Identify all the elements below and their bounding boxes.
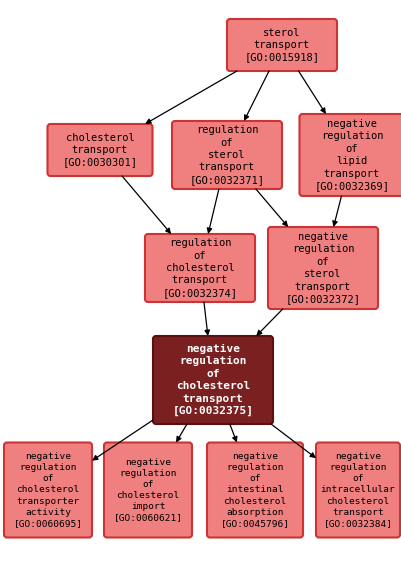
FancyBboxPatch shape: [227, 19, 336, 71]
FancyBboxPatch shape: [4, 443, 92, 538]
Text: negative
regulation
of
intestinal
cholesterol
absorption
[GO:0045796]: negative regulation of intestinal choles…: [220, 452, 289, 528]
FancyBboxPatch shape: [47, 124, 152, 176]
Text: negative
regulation
of
cholesterol
import
[GO:0060621]: negative regulation of cholesterol impor…: [113, 458, 182, 522]
Text: negative
regulation
of
lipid
transport
[GO:0032369]: negative regulation of lipid transport […: [314, 119, 389, 191]
Text: negative
regulation
of
sterol
transport
[GO:0032372]: negative regulation of sterol transport …: [285, 232, 360, 304]
FancyBboxPatch shape: [145, 234, 254, 302]
Text: negative
regulation
of
cholesterol
transporter
activity
[GO:0060695]: negative regulation of cholesterol trans…: [14, 452, 82, 528]
Text: sterol
transport
[GO:0015918]: sterol transport [GO:0015918]: [244, 28, 319, 62]
Text: regulation
of
sterol
transport
[GO:0032371]: regulation of sterol transport [GO:00323…: [189, 125, 264, 185]
FancyBboxPatch shape: [267, 227, 377, 309]
FancyBboxPatch shape: [172, 121, 281, 189]
Text: regulation
of
cholesterol
transport
[GO:0032374]: regulation of cholesterol transport [GO:…: [162, 238, 237, 298]
FancyBboxPatch shape: [315, 443, 399, 538]
FancyBboxPatch shape: [299, 114, 401, 196]
Text: negative
regulation
of
intracellular
cholesterol
transport
[GO:0032384]: negative regulation of intracellular cho…: [320, 452, 395, 528]
FancyBboxPatch shape: [104, 443, 192, 538]
Text: cholesterol
transport
[GO:0030301]: cholesterol transport [GO:0030301]: [62, 133, 137, 167]
Text: negative
regulation
of
cholesterol
transport
[GO:0032375]: negative regulation of cholesterol trans…: [172, 344, 253, 416]
FancyBboxPatch shape: [153, 336, 272, 424]
FancyBboxPatch shape: [207, 443, 302, 538]
